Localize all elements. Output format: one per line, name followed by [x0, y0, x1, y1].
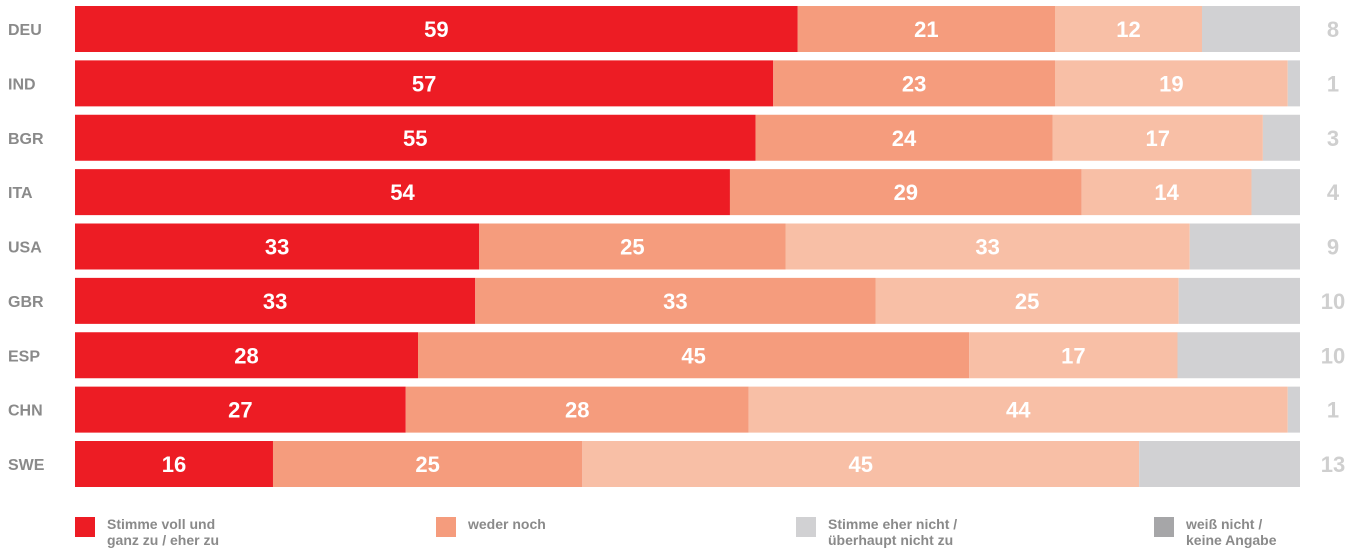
bar-segment-chn-1 — [405, 386, 749, 433]
category-label-bgr: BGR — [8, 131, 44, 148]
data-label-chn-1: 28 — [565, 398, 589, 423]
category-label-ind: IND — [8, 76, 36, 93]
bar-segment-usa-3 — [1189, 223, 1300, 270]
category-label-swe: SWE — [8, 457, 45, 474]
legend-swatch-agree — [75, 517, 95, 537]
bar-segment-chn-3 — [1287, 386, 1300, 433]
bar-segment-gbr-3 — [1178, 277, 1300, 324]
data-label-esp-2: 17 — [1061, 343, 1085, 368]
data-label-deu-1: 21 — [914, 17, 938, 42]
bar-segment-bgr-2 — [1052, 114, 1263, 161]
data-label-ita-3: 4 — [1327, 180, 1340, 205]
bar-segment-ita-0 — [75, 169, 730, 216]
data-label-swe-2: 45 — [848, 452, 872, 477]
bar-segment-usa-2 — [785, 223, 1190, 270]
bar-segment-deu-0 — [75, 6, 798, 52]
category-label-esp: ESP — [8, 348, 40, 365]
bar-segment-esp-2 — [969, 332, 1178, 379]
bar-segment-ita-3 — [1251, 169, 1300, 216]
data-label-usa-0: 33 — [265, 235, 289, 260]
bar-segment-gbr-2 — [875, 277, 1179, 324]
data-label-ind-1: 23 — [902, 71, 926, 96]
bar-segment-esp-3 — [1177, 332, 1300, 379]
data-label-bgr-1: 24 — [892, 126, 917, 151]
data-label-chn-2: 44 — [1006, 398, 1031, 423]
bar-segment-deu-1 — [797, 6, 1055, 52]
category-label-usa: USA — [8, 240, 42, 257]
bar-segment-ind-1 — [773, 60, 1055, 107]
legend-label-disagree: Stimme eher nicht / überhaupt nicht zu — [828, 516, 958, 548]
data-label-ind-0: 57 — [412, 71, 436, 96]
bar-segment-ind-2 — [1055, 60, 1288, 107]
data-label-swe-3: 13 — [1321, 452, 1345, 477]
bar-segment-gbr-0 — [75, 277, 476, 324]
data-label-bgr-2: 17 — [1145, 126, 1169, 151]
data-label-deu-3: 8 — [1327, 17, 1339, 42]
data-label-gbr-1: 33 — [663, 289, 687, 314]
data-label-esp-0: 28 — [234, 343, 258, 368]
category-label-chn: CHN — [8, 403, 43, 420]
bar-segment-esp-1 — [418, 332, 970, 379]
legend-swatch-neutral — [436, 517, 456, 537]
data-label-chn-0: 27 — [228, 398, 252, 423]
bar-segment-bgr-0 — [75, 114, 756, 161]
data-label-swe-0: 16 — [162, 452, 186, 477]
data-label-bgr-3: 3 — [1327, 126, 1339, 151]
bar-segment-usa-1 — [479, 223, 786, 270]
data-label-deu-0: 59 — [424, 17, 448, 42]
data-label-ita-0: 54 — [390, 180, 415, 205]
category-label-deu: DEU — [8, 22, 42, 39]
bar-segment-chn-2 — [748, 386, 1288, 433]
data-label-usa-1: 25 — [620, 235, 644, 260]
data-label-gbr-3: 10 — [1321, 289, 1345, 314]
bar-segment-swe-2 — [582, 441, 1140, 487]
legend-swatch-dont-know — [1154, 517, 1174, 537]
data-label-usa-3: 9 — [1327, 235, 1339, 260]
data-label-usa-2: 33 — [975, 235, 999, 260]
bar-segment-ind-0 — [75, 60, 774, 107]
data-label-ita-1: 29 — [894, 180, 918, 205]
bar-segment-usa-0 — [75, 223, 480, 270]
legend-label-neutral: weder noch — [468, 516, 546, 532]
data-label-bgr-0: 55 — [403, 126, 427, 151]
data-label-gbr-0: 33 — [263, 289, 287, 314]
bar-segment-swe-1 — [272, 441, 583, 487]
data-label-deu-2: 12 — [1116, 17, 1140, 42]
data-label-esp-1: 45 — [681, 343, 705, 368]
bar-segment-swe-3 — [1139, 441, 1300, 487]
category-label-gbr: GBR — [8, 294, 44, 311]
bar-segment-bgr-1 — [755, 114, 1053, 161]
legend-swatch-disagree — [796, 517, 816, 537]
bar-segment-ita-2 — [1081, 169, 1252, 216]
data-label-chn-3: 1 — [1327, 398, 1339, 423]
bar-segment-deu-3 — [1202, 6, 1300, 52]
data-label-ita-2: 14 — [1154, 180, 1179, 205]
data-label-esp-3: 10 — [1321, 343, 1345, 368]
category-label-ita: ITA — [8, 185, 33, 202]
bar-segment-swe-0 — [75, 441, 273, 487]
bar-segment-deu-2 — [1055, 6, 1202, 52]
bar-segment-ita-1 — [729, 169, 1082, 216]
legend-label-agree: Stimme voll und ganz zu / eher zu — [107, 516, 220, 548]
bar-segment-bgr-3 — [1262, 114, 1300, 161]
bar-segment-gbr-1 — [475, 277, 876, 324]
bar-segment-esp-0 — [75, 332, 418, 379]
bar-segment-chn-0 — [75, 386, 406, 433]
data-label-ind-3: 1 — [1327, 71, 1339, 96]
bar-segment-ind-3 — [1287, 60, 1300, 107]
data-label-gbr-2: 25 — [1015, 289, 1039, 314]
legend-label-dont-know: weiß nicht / keine Angabe — [1186, 516, 1277, 548]
data-label-swe-1: 25 — [415, 452, 439, 477]
data-label-ind-2: 19 — [1159, 71, 1183, 96]
